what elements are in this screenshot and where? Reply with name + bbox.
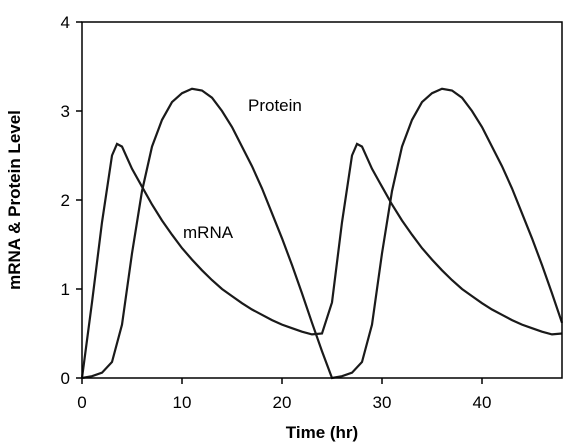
y-tick-label: 0	[61, 369, 70, 388]
y-axis-ticks: 0 1 2 3 4	[61, 13, 82, 388]
x-axis-label: Time (hr)	[286, 423, 358, 442]
y-axis-label: mRNA & Protein Level	[5, 110, 24, 290]
series-label-protein: Protein	[248, 96, 302, 115]
y-tick-label: 2	[61, 191, 70, 210]
x-tick-label: 0	[77, 393, 86, 412]
series-line-protein	[81, 87, 563, 380]
x-tick-label: 30	[373, 393, 392, 412]
x-axis-ticks: 0 10 20 30 40	[77, 378, 491, 412]
series-layer	[80, 87, 563, 380]
plot-frame	[81, 21, 563, 379]
x-tick-label: 20	[273, 393, 292, 412]
series-label-mrna: mRNA	[183, 223, 234, 242]
series-line-mrna	[80, 142, 563, 379]
y-tick-label: 4	[61, 13, 70, 32]
y-tick-label: 1	[61, 280, 70, 299]
y-tick-label: 3	[61, 102, 70, 121]
x-tick-label: 40	[473, 393, 492, 412]
x-tick-label: 10	[173, 393, 192, 412]
